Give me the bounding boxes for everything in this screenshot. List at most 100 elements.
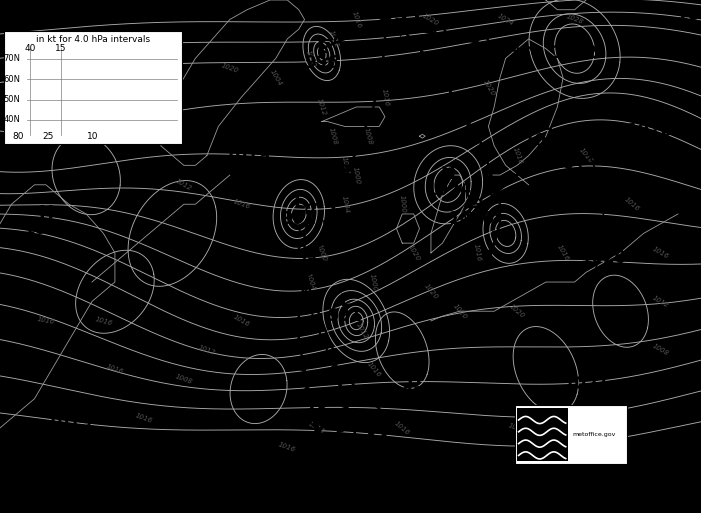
Polygon shape	[362, 448, 367, 458]
Text: ×: ×	[409, 369, 418, 380]
Text: 1020: 1020	[451, 302, 468, 320]
Polygon shape	[299, 362, 305, 372]
Text: 40N: 40N	[4, 115, 20, 125]
Text: ×: ×	[398, 24, 407, 34]
Polygon shape	[420, 49, 426, 60]
Polygon shape	[381, 430, 387, 439]
Polygon shape	[367, 461, 372, 470]
Polygon shape	[376, 67, 381, 77]
Polygon shape	[314, 475, 320, 484]
Polygon shape	[315, 239, 321, 248]
Text: 1016: 1016	[651, 246, 670, 260]
Text: 1016: 1016	[472, 244, 482, 262]
Polygon shape	[493, 190, 498, 200]
Polygon shape	[330, 202, 336, 211]
Polygon shape	[337, 454, 343, 463]
Text: 996: 996	[304, 54, 339, 72]
Text: 1000: 1000	[369, 272, 378, 291]
Text: H: H	[441, 165, 456, 183]
Text: ×: ×	[42, 204, 50, 214]
Text: 1012: 1012	[175, 177, 193, 192]
Polygon shape	[430, 62, 436, 71]
Polygon shape	[327, 415, 332, 424]
Polygon shape	[343, 403, 349, 413]
Polygon shape	[369, 432, 374, 441]
Text: L: L	[339, 291, 350, 309]
Polygon shape	[482, 151, 487, 161]
Polygon shape	[323, 221, 329, 229]
Text: 1012: 1012	[355, 321, 369, 340]
Polygon shape	[318, 403, 324, 412]
Polygon shape	[449, 90, 454, 100]
Polygon shape	[296, 297, 301, 307]
Text: 1020: 1020	[407, 244, 421, 262]
Text: 1000: 1000	[398, 195, 406, 213]
Polygon shape	[295, 341, 301, 351]
Polygon shape	[440, 74, 445, 84]
Polygon shape	[324, 487, 329, 496]
Polygon shape	[367, 109, 373, 118]
Text: 1016: 1016	[556, 244, 570, 262]
Polygon shape	[353, 435, 359, 444]
Polygon shape	[326, 449, 332, 458]
Text: H: H	[406, 369, 421, 387]
Polygon shape	[304, 383, 309, 393]
Polygon shape	[316, 426, 322, 436]
Polygon shape	[360, 417, 365, 426]
Text: 1000: 1000	[676, 117, 701, 135]
Polygon shape	[350, 381, 356, 389]
Text: ×: ×	[582, 360, 590, 370]
Text: 10: 10	[87, 132, 99, 142]
Polygon shape	[486, 249, 492, 259]
Polygon shape	[320, 445, 326, 454]
Text: 1004: 1004	[340, 156, 349, 175]
Text: ×: ×	[473, 112, 481, 122]
Text: 1016: 1016	[134, 121, 153, 132]
Text: H: H	[62, 399, 76, 417]
Text: metoffice.gov: metoffice.gov	[572, 432, 615, 437]
Polygon shape	[352, 146, 358, 155]
Text: 1024: 1024	[425, 181, 471, 199]
Polygon shape	[399, 27, 404, 37]
Polygon shape	[335, 488, 341, 497]
Text: 70N: 70N	[4, 54, 20, 64]
Polygon shape	[346, 481, 351, 490]
Text: L: L	[293, 194, 304, 212]
Text: 1012: 1012	[316, 97, 327, 116]
Text: 1020: 1020	[220, 62, 239, 74]
Text: 991: 991	[281, 210, 316, 228]
Polygon shape	[347, 417, 353, 426]
Text: 1016: 1016	[278, 442, 297, 453]
Text: 80: 80	[12, 132, 24, 142]
Text: 1000: 1000	[316, 243, 327, 262]
Text: ×: ×	[599, 233, 607, 243]
Text: 1012: 1012	[651, 294, 670, 309]
Text: 1023: 1023	[390, 385, 437, 403]
Polygon shape	[313, 425, 320, 435]
Text: 50N: 50N	[4, 95, 20, 104]
Text: H: H	[39, 204, 53, 222]
Text: in kt for 4.0 hPa intervals: in kt for 4.0 hPa intervals	[36, 35, 150, 44]
Text: 1016: 1016	[365, 361, 381, 379]
Text: 1017: 1017	[676, 6, 701, 24]
Polygon shape	[372, 397, 376, 406]
Text: 1008: 1008	[651, 343, 670, 357]
Text: ×: ×	[542, 116, 550, 127]
Text: 1020: 1020	[536, 443, 555, 452]
Polygon shape	[306, 459, 311, 469]
Text: 1016: 1016	[623, 196, 641, 212]
Polygon shape	[348, 410, 355, 418]
Text: L: L	[644, 107, 655, 125]
Text: 1020: 1020	[508, 303, 526, 319]
Text: 1021: 1021	[563, 375, 609, 393]
Text: 1016: 1016	[307, 421, 325, 435]
Text: 1004: 1004	[268, 69, 283, 87]
Text: 1012: 1012	[198, 344, 217, 356]
Text: L: L	[316, 38, 327, 56]
Text: 1020: 1020	[423, 283, 439, 301]
Text: 1012: 1012	[327, 29, 339, 48]
Polygon shape	[329, 393, 334, 402]
Text: 991: 991	[379, 5, 426, 25]
Polygon shape	[487, 171, 493, 180]
Text: 1016: 1016	[94, 315, 113, 326]
